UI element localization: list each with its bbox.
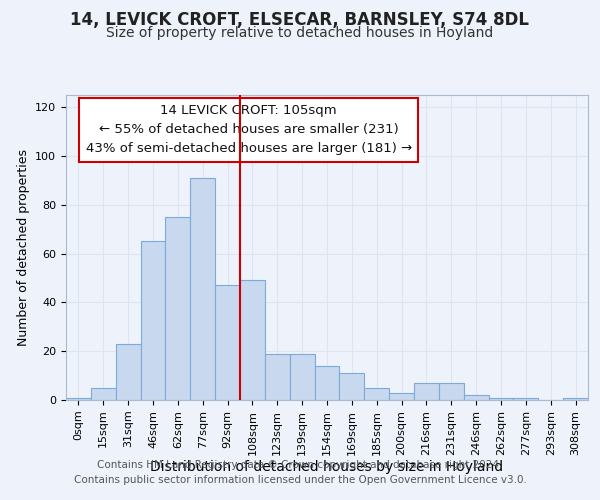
Bar xyxy=(488,398,514,400)
Bar xyxy=(364,388,389,400)
X-axis label: Distribution of detached houses by size in Hoyland: Distribution of detached houses by size … xyxy=(151,460,503,474)
Bar xyxy=(190,178,215,400)
Bar xyxy=(265,354,290,400)
Y-axis label: Number of detached properties: Number of detached properties xyxy=(17,149,29,346)
Bar xyxy=(464,395,488,400)
Text: Contains HM Land Registry data © Crown copyright and database right 2024.
Contai: Contains HM Land Registry data © Crown c… xyxy=(74,460,526,485)
Bar xyxy=(116,344,140,400)
Bar xyxy=(414,383,439,400)
Bar xyxy=(215,286,240,400)
Bar xyxy=(314,366,340,400)
Bar xyxy=(340,373,364,400)
Text: 14 LEVICK CROFT: 105sqm
← 55% of detached houses are smaller (231)
43% of semi-d: 14 LEVICK CROFT: 105sqm ← 55% of detache… xyxy=(86,104,412,155)
Bar xyxy=(389,392,414,400)
Bar xyxy=(563,398,588,400)
Bar xyxy=(514,398,538,400)
Bar xyxy=(140,242,166,400)
Bar xyxy=(240,280,265,400)
Text: Size of property relative to detached houses in Hoyland: Size of property relative to detached ho… xyxy=(106,26,494,40)
Text: 14, LEVICK CROFT, ELSECAR, BARNSLEY, S74 8DL: 14, LEVICK CROFT, ELSECAR, BARNSLEY, S74… xyxy=(71,11,530,29)
Bar xyxy=(66,398,91,400)
Bar xyxy=(439,383,464,400)
Bar xyxy=(290,354,314,400)
Bar xyxy=(166,217,190,400)
Bar xyxy=(91,388,116,400)
